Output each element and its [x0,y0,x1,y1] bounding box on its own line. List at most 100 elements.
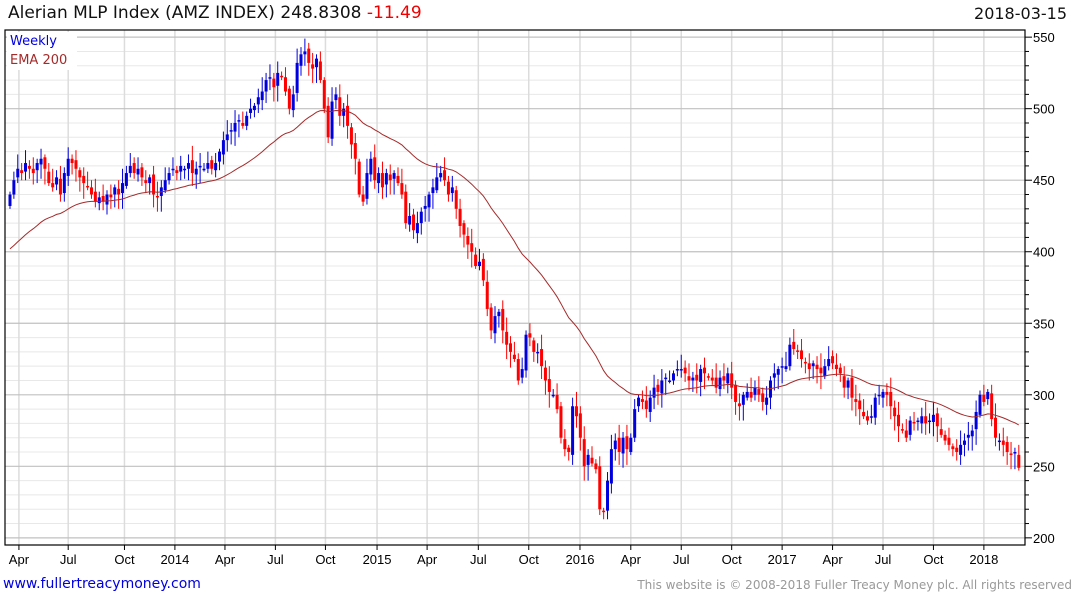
candle-body [31,168,35,174]
candle-body [792,341,796,350]
candle-body [943,434,947,441]
candle-down [501,300,505,344]
candle-up [186,154,190,181]
candle-up [536,343,540,364]
candle-down [543,360,547,395]
candle-body [124,173,128,186]
candle-body [528,333,532,338]
candle-up [637,394,641,412]
candle-down [982,384,986,407]
candle-down [489,303,493,339]
candle-body [361,194,365,202]
candle-down [373,144,377,189]
candle-body [726,373,730,384]
x-tick-label: Oct [114,552,135,567]
candle-down [807,353,811,381]
candle-body [966,434,970,438]
candle-body [190,160,194,174]
candle-body [439,173,443,178]
x-tick-label: Jul [470,552,487,567]
y-tick-label: 550 [1033,30,1055,45]
candle-body [93,191,97,202]
candle-body [16,168,20,178]
x-tick-label: Oct [519,552,540,567]
candle-up [691,371,695,392]
candle-down [854,384,858,417]
candle-down [935,407,939,442]
candle-body [520,369,524,378]
candle-body [935,413,939,427]
candle-body [695,374,699,381]
candle-down [803,357,807,374]
candle-body [571,406,575,455]
candle-body [249,108,253,113]
candle-body [970,430,974,437]
candle-body [578,413,582,438]
candle-up [873,393,877,425]
candle-body [334,94,338,101]
candle-down [574,391,578,428]
y-tick-label: 450 [1033,173,1055,188]
candle-down [1009,442,1013,470]
candle-body [237,120,241,122]
candle-body [885,391,889,395]
candle-body [493,316,497,334]
candle-up [423,195,427,222]
candle-body [889,391,893,407]
candle-up [66,147,70,186]
candle-body [784,366,788,370]
candle-body [516,359,520,381]
candle-down [109,184,113,209]
candle-body [225,134,229,141]
candle-down [994,403,998,447]
candle-up [493,306,497,344]
candle-down [734,380,738,415]
x-tick-label: Oct [722,552,743,567]
candle-body [349,127,353,145]
candle-body [877,394,881,397]
candle-down [990,384,994,427]
candle-up [249,98,253,119]
candle-down [474,247,478,269]
candle-body [722,376,726,381]
candle-body [450,187,454,194]
candle-body [311,64,315,69]
candle-down [761,387,765,411]
candle-body [780,366,784,368]
candle-down [703,357,707,390]
candle-down [280,71,284,81]
candle-down [792,328,796,355]
candle-body [714,377,718,388]
candle-down [470,228,474,268]
x-tick-label: Apr [621,552,642,567]
candle-down [380,161,384,199]
candle-down [78,167,82,192]
candle-body [140,167,144,178]
candle-up [920,407,924,434]
candle-down [714,363,718,394]
candle-up [124,165,128,189]
website-link[interactable]: www.fullertreacymoney.com [3,576,201,592]
candle-body [706,376,710,378]
x-tick-label: 2014 [160,552,189,567]
candle-body [377,173,381,184]
candle-body [152,174,156,195]
candle-up [295,48,299,102]
candle-down [800,339,804,368]
x-tick-label: 2017 [768,552,797,567]
candle-body [113,187,117,195]
candle-down [889,377,893,420]
candle-body [404,191,408,224]
candle-up [524,330,528,378]
candle-body [346,105,350,126]
candle-up [113,184,117,208]
candle-body [924,416,928,424]
candle-down [900,423,904,434]
candle-body [458,208,462,226]
candle-body [567,447,571,453]
candle-up [671,370,675,385]
x-tick-label: 2018 [969,552,998,567]
candle-body [551,394,555,397]
candle-body [299,54,303,66]
candle-down [1001,427,1005,457]
